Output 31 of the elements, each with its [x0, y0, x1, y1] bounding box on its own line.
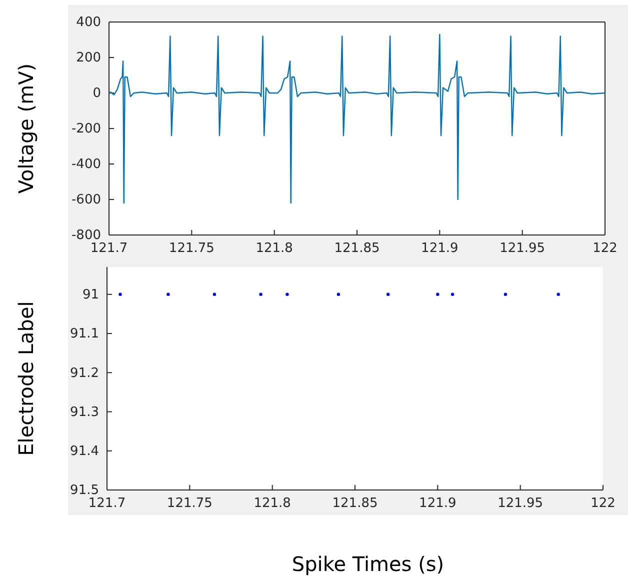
x-tick-label: 121.7 — [90, 241, 128, 256]
line-series — [108, 34, 606, 204]
x-tick-label: 121.8 — [254, 496, 291, 512]
x-tick-label: 121.9 — [419, 496, 456, 512]
y-tick-label: -400 — [71, 157, 101, 172]
x-tick-label: 122 — [592, 241, 618, 256]
x-axis-title: Spike Times (s) — [292, 552, 444, 576]
y-tick-label: 200 — [76, 50, 101, 66]
y-axis-title: Electrode Label — [14, 301, 38, 456]
x-tick-label: 121.9 — [421, 241, 458, 256]
x-tick-label: 121.7 — [88, 496, 126, 512]
x-tick-label: 122 — [590, 496, 616, 512]
x-tick-label: 121.75 — [168, 241, 214, 256]
y-tick-label: -800 — [71, 228, 101, 244]
x-tick-label: 121.95 — [500, 241, 546, 256]
x-tick-label: 121.85 — [334, 241, 380, 256]
y-tick-label: 91.3 — [70, 404, 99, 420]
y-tick-label: 91.2 — [70, 366, 99, 381]
y-axis-title: Voltage (mV) — [14, 63, 38, 194]
x-tick-label: 121.75 — [166, 496, 212, 512]
y-tick-label: -600 — [71, 192, 101, 208]
y-tick-label: -200 — [71, 122, 101, 137]
y-tick-label: 91.5 — [70, 483, 99, 498]
y-tick-label: 400 — [76, 15, 101, 30]
y-tick-label: 91.1 — [70, 326, 99, 342]
y-tick-label: 0 — [92, 86, 101, 102]
x-tick-label: 121.8 — [256, 241, 293, 256]
y-tick-label: 91.4 — [70, 444, 99, 460]
x-tick-label: 121.85 — [332, 496, 378, 512]
y-tick-label: 91 — [82, 288, 99, 303]
x-tick-label: 121.95 — [498, 496, 544, 512]
